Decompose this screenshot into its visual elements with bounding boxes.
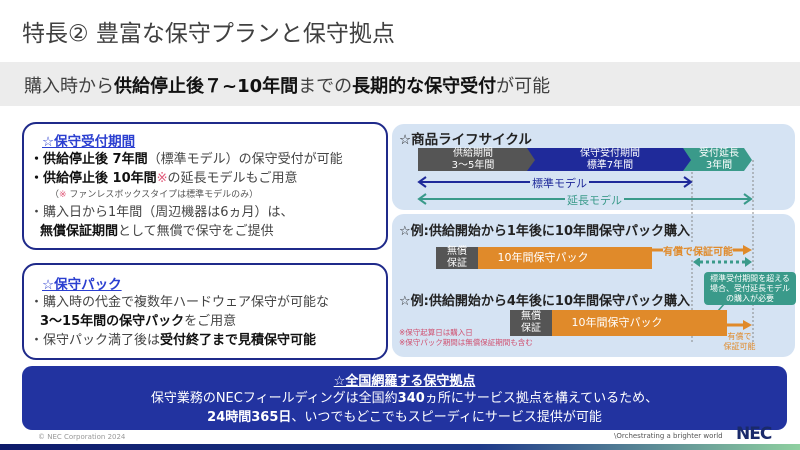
pack-bar [552, 310, 727, 336]
pack-label: 10年間保守パック [571, 316, 663, 329]
maintenance-period-box: ☆保守受付期間 ・供給停止後 7年間（標準モデル）の保守受付が可能 ・供給停止後… [22, 122, 388, 250]
supply-period-label: 供給期間 3～5年間 [451, 147, 495, 171]
extended-model-label: 延長モデル [565, 192, 624, 208]
nec-logo: NEC [736, 424, 772, 444]
callout-box: 標準受付期間を超える 場合、受付延長モデル の購入が必要 [704, 272, 796, 305]
headline-bold: 供給停止後７~10年間 [114, 76, 299, 97]
extension-label: 受付延長 3年間 [699, 147, 739, 171]
box-heading: ☆保守受付期間 [42, 134, 136, 150]
box-line: ・供給停止後 10年間※の延長モデルもご用意 [30, 171, 298, 186]
example-notes: ※保守起算日は購入日 ※保守パック期間は無償保証期間も含む [399, 328, 533, 347]
headline-text: 購入時から [24, 76, 114, 97]
banner-line: 保守業務のNECフィールディングは全国約340ヵ所にサービス拠点を構えているため… [150, 391, 659, 406]
pack-label: 10年間保守パック [497, 251, 589, 264]
headline-text: が可能 [496, 76, 551, 97]
maintenance-period-label: 保守受付期間 標準7年間 [580, 147, 640, 171]
supply-period-segment [418, 148, 536, 171]
example1-title: ☆例:供給開始から1年後に10年間保守パック購入 [399, 224, 690, 239]
headline-bold: 長期的な保守受付 [352, 76, 497, 97]
box-line: ・供給停止後 7年間（標準モデル）の保守受付が可能 [30, 152, 343, 167]
lifecycle-title: ☆商品ライフサイクル [399, 132, 532, 148]
free-warranty-label: 無償 保証 [447, 246, 467, 269]
paid-label: 有償で保証可能 [723, 332, 756, 351]
service-base-banner: ☆全国網羅する保守拠点 保守業務のNECフィールディングは全国約340ヵ所にサー… [22, 366, 787, 430]
box-note: （※ ファンレスボックスタイプは標準モデルのみ） [50, 190, 259, 200]
standard-model-label: 標準モデル [530, 175, 589, 191]
maintenance-period-segment [527, 148, 692, 171]
banner-line: 24時間365日、いつでもどこでもスピーディにサービス提供が可能 [207, 410, 602, 425]
paid-label: 有償で保証可能 [663, 243, 733, 258]
pack-bar [478, 247, 652, 269]
slide-title: 特長② 豊富な保守プランと保守拠点 [22, 21, 395, 47]
footer-gradient-bar [0, 444, 800, 450]
box-line: ・購入日から1年間（周辺機器は6ヵ月）は、 [30, 205, 294, 220]
box-line: ・購入時の代金で複数年ハードウェア保守が可能な [30, 295, 330, 310]
extension-segment [683, 148, 752, 171]
headline: 購入時から供給停止後７~10年間までの長期的な保守受付が可能 [24, 72, 550, 98]
example2-title: ☆例:供給開始から4年後に10年間保守パック購入 [399, 294, 690, 309]
free-warranty-bar [436, 247, 478, 269]
copyright: © NEC Corporation 2024 [38, 433, 126, 441]
free-warranty-label: 無償 保証 [521, 311, 541, 334]
box-line: 3～15年間の保守パックをご用意 [40, 314, 237, 329]
box-line: ・保守パック満了後は受付終了まで見積保守可能 [30, 333, 317, 348]
tagline: \Orchestrating a brighter world [614, 432, 723, 440]
headline-band [0, 62, 800, 106]
box-heading: ☆保守パック [42, 277, 122, 293]
headline-text: までの [298, 76, 353, 97]
maintenance-pack-box: ☆保守パック ・購入時の代金で複数年ハードウェア保守が可能な 3～15年間の保守… [22, 263, 388, 360]
banner-heading: ☆全国網羅する保守拠点 [333, 374, 476, 389]
free-warranty-bar [510, 310, 552, 336]
box-line: 無償保証期間として無償で保守をご提供 [40, 224, 274, 239]
